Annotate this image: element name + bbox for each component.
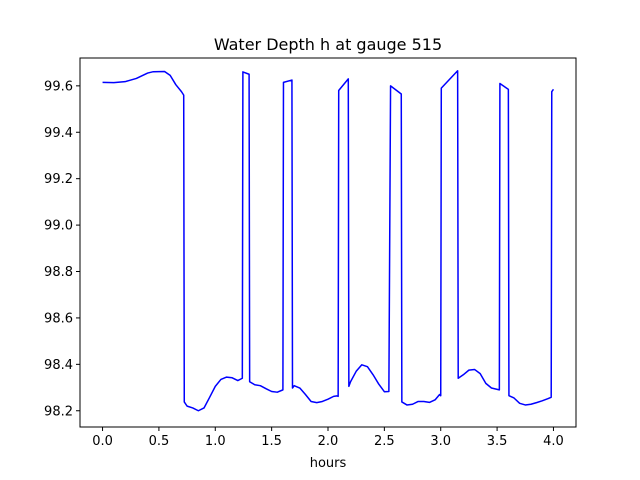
y-tick-label: 98.2 xyxy=(44,404,73,419)
x-tick-label: 3.0 xyxy=(430,434,451,449)
y-tick-label: 99.6 xyxy=(44,79,73,94)
y-tick-label: 98.8 xyxy=(44,265,73,280)
x-tick-label: 0.0 xyxy=(92,434,113,449)
x-tick-label: 1.0 xyxy=(205,434,226,449)
x-tick-label: 4.0 xyxy=(543,434,564,449)
y-tick-label: 99.2 xyxy=(44,172,73,187)
plot-frame xyxy=(79,57,577,428)
x-axis-label: hours xyxy=(310,456,347,471)
x-tick-label: 2.0 xyxy=(318,434,339,449)
x-tick-label: 1.5 xyxy=(261,434,282,449)
y-tick-label: 98.6 xyxy=(44,311,73,326)
series-line-0 xyxy=(102,70,555,412)
x-tick-label: 0.5 xyxy=(149,434,170,449)
y-tick-label: 99.0 xyxy=(44,219,73,234)
y-tick-label: 99.4 xyxy=(44,126,73,141)
chart-title: Water Depth h at gauge 515 xyxy=(214,35,442,54)
y-tick-label: 98.4 xyxy=(44,358,73,373)
x-tick-label: 3.5 xyxy=(487,434,508,449)
x-axis: 0.0 0.5 1.0 1.5 2.0 2.5 3.0 3.5 4.0 xyxy=(92,427,564,449)
x-tick-label: 2.5 xyxy=(374,434,395,449)
y-axis: 98.2 98.4 98.6 98.8 99.0 99.2 99.4 99.6 xyxy=(44,79,80,419)
plot-area xyxy=(79,57,577,428)
